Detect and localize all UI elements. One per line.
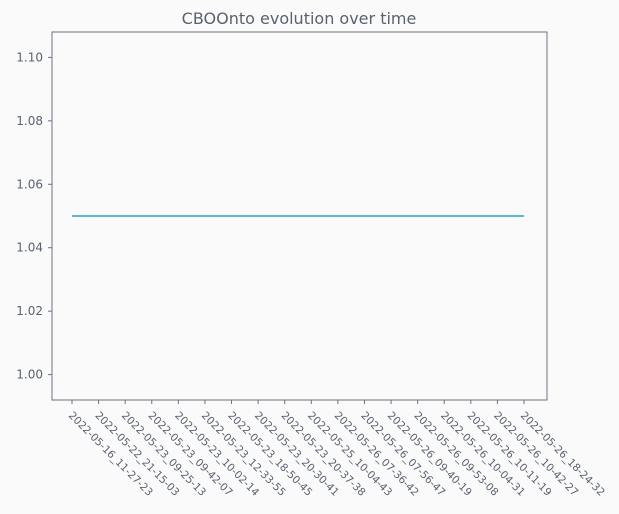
x-axis: 2022-05-16_11-27-232022-05-22_21-15-0320… (66, 400, 607, 499)
chart-title: CBOOnto evolution over time (182, 9, 417, 28)
y-tick-label: 1.00 (16, 368, 43, 382)
y-tick-label: 1.02 (16, 304, 43, 318)
y-axis: 1.00 1.02 1.04 1.06 1.08 1.10 (16, 50, 52, 382)
y-tick-label: 1.08 (16, 114, 43, 128)
y-tick-label: 1.06 (16, 177, 43, 191)
y-tick-label: 1.04 (16, 241, 43, 255)
y-tick-label: 1.10 (16, 50, 43, 64)
